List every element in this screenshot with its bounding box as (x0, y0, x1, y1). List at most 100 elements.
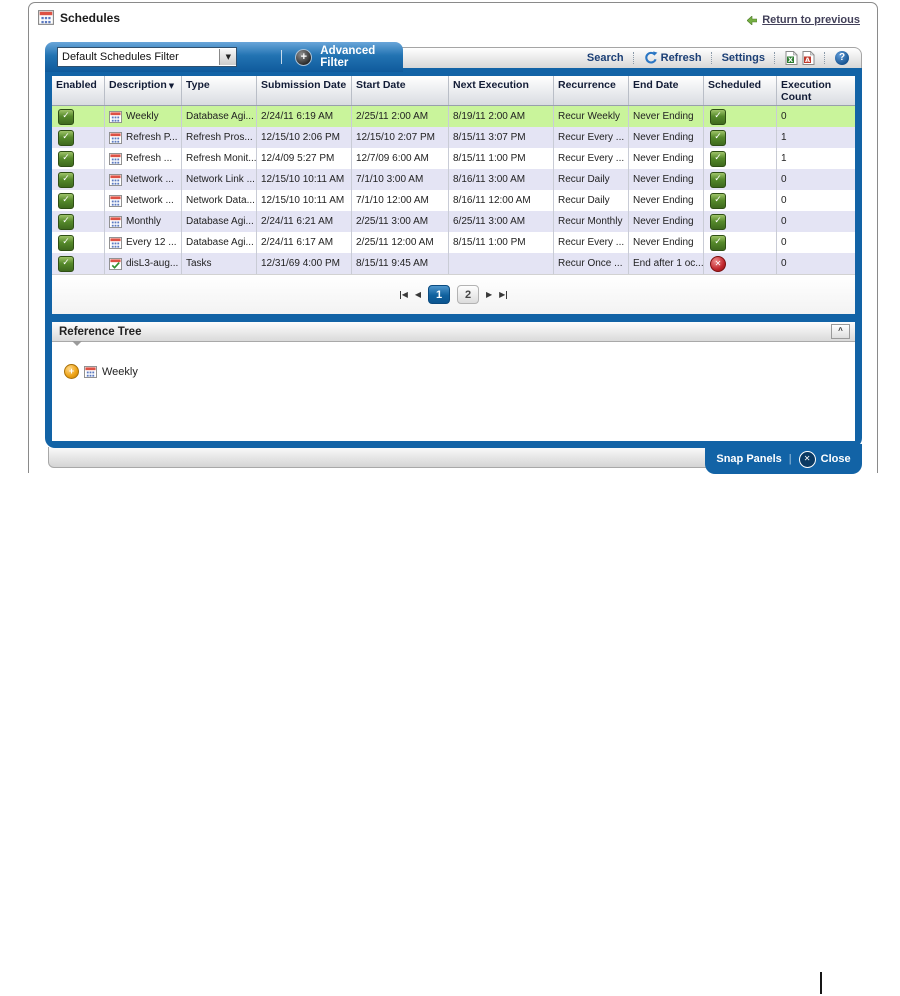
cell-next-execution: 8/15/11 1:00 PM (449, 148, 554, 169)
table-toolbar: Search Refresh Settings X A ? (397, 47, 862, 68)
description-text: Refresh ... (126, 153, 173, 164)
calendar-icon (84, 365, 97, 378)
cell-enabled: ✓ (52, 253, 105, 274)
settings-button[interactable]: Settings (721, 52, 765, 64)
description-text: Monthly (126, 216, 162, 227)
cell-execution-count: 1 (781, 132, 787, 143)
cell-enabled: ✓ (52, 211, 105, 232)
page-title: Schedules (60, 10, 121, 25)
close-button[interactable]: ✕ Close (798, 450, 851, 468)
cell-execution-count: 0 (781, 258, 787, 269)
page-button-1[interactable]: 1 (428, 285, 450, 304)
cell-end-date: End after 1 oc... (629, 253, 704, 274)
column-header-type[interactable]: Type (182, 76, 257, 105)
scheduled-cross-icon: ✕ (710, 255, 726, 272)
cell-submission-date: 12/15/10 2:06 PM (257, 127, 352, 148)
cell-description: Network ... (105, 169, 182, 190)
snap-panels-button[interactable]: Snap Panels (716, 453, 782, 465)
cell-description: Refresh P... (105, 127, 182, 148)
enabled-check-icon[interactable]: ✓ (58, 150, 74, 167)
enabled-check-icon[interactable]: ✓ (58, 213, 74, 230)
reference-tree-title: Reference Tree (59, 325, 142, 338)
column-header-label: Start Date (356, 79, 406, 91)
cell-scheduled: ✓ (704, 169, 777, 190)
enabled-check-icon[interactable]: ✓ (58, 171, 74, 188)
column-header-end-date[interactable]: End Date (629, 76, 704, 105)
advanced-filter-button[interactable]: Advanced Filter (320, 45, 376, 69)
cell-next-execution (449, 253, 554, 274)
column-header-recurrence[interactable]: Recurrence (554, 76, 629, 105)
cell-execution-count: 0 (781, 216, 787, 227)
table-row[interactable]: ✓ Monthly Database Agi... 2/24/11 6:21 AM 2/… (52, 211, 855, 232)
table-row[interactable]: ✓ Refresh ... Refresh Monit... 12/4/09 5:27… (52, 148, 855, 169)
cell-type: Network Data... (182, 190, 257, 211)
tree-expand-icon[interactable]: + (64, 364, 79, 379)
column-header-submission-date[interactable]: Submission Date (257, 76, 352, 105)
table-row[interactable]: ✓ Network ... Network Link ... 12/15/10 10:… (52, 169, 855, 190)
column-header-scheduled[interactable]: Scheduled (704, 76, 777, 105)
scheduled-check-icon: ✓ (710, 150, 726, 167)
tree-item-label: Weekly (102, 365, 138, 378)
reference-tree-panel: Reference Tree ^ + Weekly (52, 322, 855, 441)
cell-type: Database Agi... (182, 211, 257, 232)
refresh-button[interactable]: Refresh (644, 51, 702, 65)
cell-type: Tasks (182, 253, 257, 274)
cell-recurrence: Recur Every ... (554, 232, 629, 253)
column-header-label: End Date (633, 79, 679, 91)
column-header-enabled[interactable]: Enabled (52, 76, 105, 105)
cell-enabled: ✓ (52, 190, 105, 211)
toolbar-separator (632, 52, 635, 64)
collapse-reference-tree-button[interactable]: ^ (831, 324, 850, 339)
enabled-check-icon[interactable]: ✓ (58, 255, 74, 272)
sort-descending-icon: ▼ (168, 82, 175, 90)
column-header-next-execution[interactable]: Next Execution (449, 76, 554, 105)
close-label: Close (820, 453, 851, 465)
pager-previous-page-button[interactable]: ◀ (415, 290, 421, 299)
pager-next-page-button[interactable]: ▶ (486, 290, 492, 299)
search-button[interactable]: Search (586, 52, 624, 64)
table-row[interactable]: ✓ disL3-aug... Tasks 12/31/69 4:00 PM 8/15/1… (52, 253, 855, 274)
enabled-check-icon[interactable]: ✓ (58, 234, 74, 251)
enabled-check-icon[interactable]: ✓ (58, 129, 74, 146)
window-frame (28, 2, 878, 473)
cell-next-execution: 8/16/11 12:00 AM (449, 190, 554, 211)
cell-scheduled: ✕ (704, 253, 777, 274)
enabled-check-icon[interactable]: ✓ (58, 108, 74, 125)
table-row[interactable]: ✓ Network ... Network Data... 12/15/10 10:1… (52, 190, 855, 211)
text-cursor-artifact (820, 972, 822, 994)
cell-type: Database Agi... (182, 232, 257, 253)
help-icon[interactable]: ? (835, 51, 849, 65)
cell-next-execution: 8/15/11 3:07 PM (449, 127, 554, 148)
column-header-description[interactable]: Description ▼ (105, 76, 182, 105)
column-header-execution-count[interactable]: Execution Count (777, 76, 855, 105)
toolbar-separator (710, 52, 713, 64)
description-text: Network ... (126, 195, 174, 206)
column-header-start-date[interactable]: Start Date (352, 76, 449, 105)
cell-submission-date: 12/4/09 5:27 PM (257, 148, 352, 169)
filter-select-value: Default Schedules Filter (62, 51, 179, 63)
export-pdf-icon[interactable]: A (802, 51, 815, 65)
cell-start-date: 7/1/10 12:00 AM (352, 190, 449, 211)
cell-description: Refresh ... (105, 148, 182, 169)
table-row[interactable]: ✓ Weekly Database Agi... 2/24/11 6:19 AM 2/2… (52, 106, 855, 127)
enabled-check-icon[interactable]: ✓ (58, 192, 74, 209)
cell-scheduled: ✓ (704, 232, 777, 253)
table-row[interactable]: ✓ Every 12 ... Database Agi... 2/24/11 6:17… (52, 232, 855, 253)
export-excel-icon[interactable]: X (785, 51, 798, 65)
select-dropdown-arrow-icon[interactable]: ▼ (219, 49, 237, 65)
pager-last-page-button[interactable]: ▶ (499, 290, 508, 299)
table-row[interactable]: ✓ Refresh P... Refresh Pros... 12/15/10 2:0… (52, 127, 855, 148)
panel-footer-tab: Snap Panels | ✕ Close (705, 444, 862, 474)
scheduled-check-icon: ✓ (710, 213, 726, 230)
cell-type: Database Agi... (182, 106, 257, 127)
column-header-label: Next Execution (453, 79, 529, 91)
schedules-filter-select[interactable]: Default Schedules Filter ▼ (57, 47, 238, 67)
reference-tree-item[interactable]: + Weekly (64, 364, 855, 379)
page-button-2[interactable]: 2 (457, 285, 479, 304)
cell-end-date: Never Ending (629, 211, 704, 232)
advanced-filter-plus-icon[interactable]: + (295, 48, 313, 66)
cell-end-date: Never Ending (629, 232, 704, 253)
pager-first-page-button[interactable]: ◀ (399, 290, 408, 299)
return-to-previous-link[interactable]: Return to previous (747, 14, 860, 26)
